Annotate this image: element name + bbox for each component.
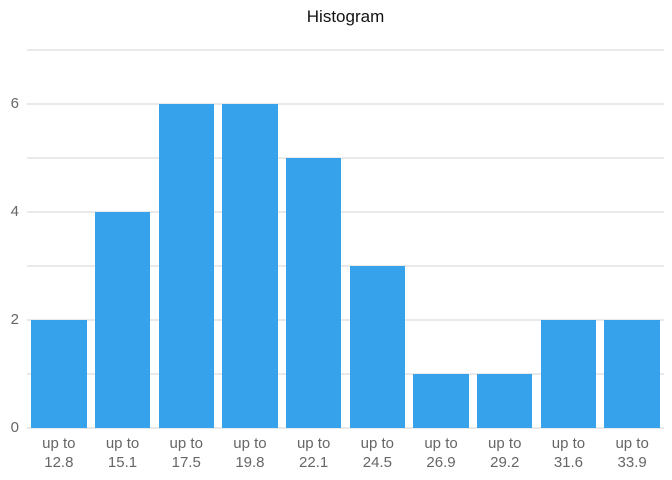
bar-up-to-33.9	[604, 320, 660, 428]
x-axis: up to 12.8 up to 15.1 up to 17.5 up to 19.8…	[27, 434, 664, 476]
plot-area	[27, 49, 664, 429]
chart-title: Histogram	[306, 7, 385, 26]
bar-up-to-19.8	[222, 104, 278, 428]
bar-up-to-29.2	[477, 374, 533, 428]
y-axis: 0 2 4 6	[0, 50, 19, 435]
bar-up-to-17.5	[158, 104, 214, 428]
x-tick-label: up to 33.9	[615, 435, 649, 471]
y-tick-label: 0	[10, 419, 19, 436]
x-tick-label: up to 17.5	[169, 435, 203, 471]
y-tick-label: 4	[10, 203, 19, 221]
bar-up-to-12.8	[31, 320, 87, 428]
bar-up-to-22.1	[285, 158, 342, 428]
x-tick-label: up to 24.5	[360, 435, 395, 471]
bar-up-to-31.6	[540, 320, 597, 428]
x-tick-label: up to 15.1	[105, 435, 140, 471]
y-tick-label: 2	[10, 311, 19, 329]
x-tick-label: up to 12.8	[42, 435, 76, 471]
x-tick-label: up to 31.6	[551, 435, 586, 471]
gridline	[27, 49, 664, 51]
gridline	[27, 103, 664, 105]
x-tick-label: up to 22.1	[296, 435, 331, 471]
y-tick-label: 6	[10, 95, 19, 112]
bar-up-to-26.9	[413, 374, 469, 428]
x-tick-label: up to 19.8	[233, 435, 267, 471]
x-tick-label: up to 29.2	[488, 435, 522, 471]
bar-up-to-24.5	[349, 266, 406, 428]
x-tick-label: up to 26.9	[424, 435, 458, 471]
bar-up-to-15.1	[94, 212, 151, 428]
gridline	[27, 157, 664, 159]
